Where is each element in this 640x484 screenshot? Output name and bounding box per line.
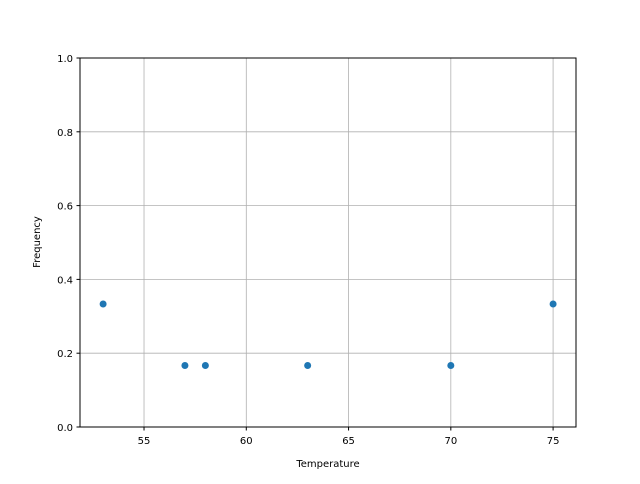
y-tick-label: 0.0 (57, 423, 73, 434)
x-axis-label: Temperature (295, 459, 359, 470)
y-tick-label: 1.0 (57, 54, 73, 65)
data-point (549, 300, 557, 308)
y-tick-label: 0.4 (57, 275, 73, 286)
x-tick-label: 70 (444, 436, 457, 447)
y-tick-label: 0.2 (57, 349, 73, 360)
grid (80, 57, 576, 428)
x-tick-label: 60 (240, 436, 253, 447)
x-tick-label: 75 (547, 436, 560, 447)
x-tick-label: 55 (138, 436, 151, 447)
y-axis-label: Frequency (32, 216, 43, 268)
y-tick-label: 0.6 (57, 202, 73, 213)
x-tick-label: 65 (342, 436, 355, 447)
data-point (181, 361, 189, 369)
axes-frame (79, 57, 577, 428)
data-point (304, 361, 312, 369)
data-points (99, 300, 557, 369)
y-tick-label: 0.8 (57, 128, 73, 139)
ticks: 55 60 65 70 75 0.0 0.2 0.4 0.6 0.8 1.0 (57, 54, 559, 447)
data-point (201, 361, 209, 369)
data-point (99, 300, 107, 308)
data-point (447, 361, 455, 369)
